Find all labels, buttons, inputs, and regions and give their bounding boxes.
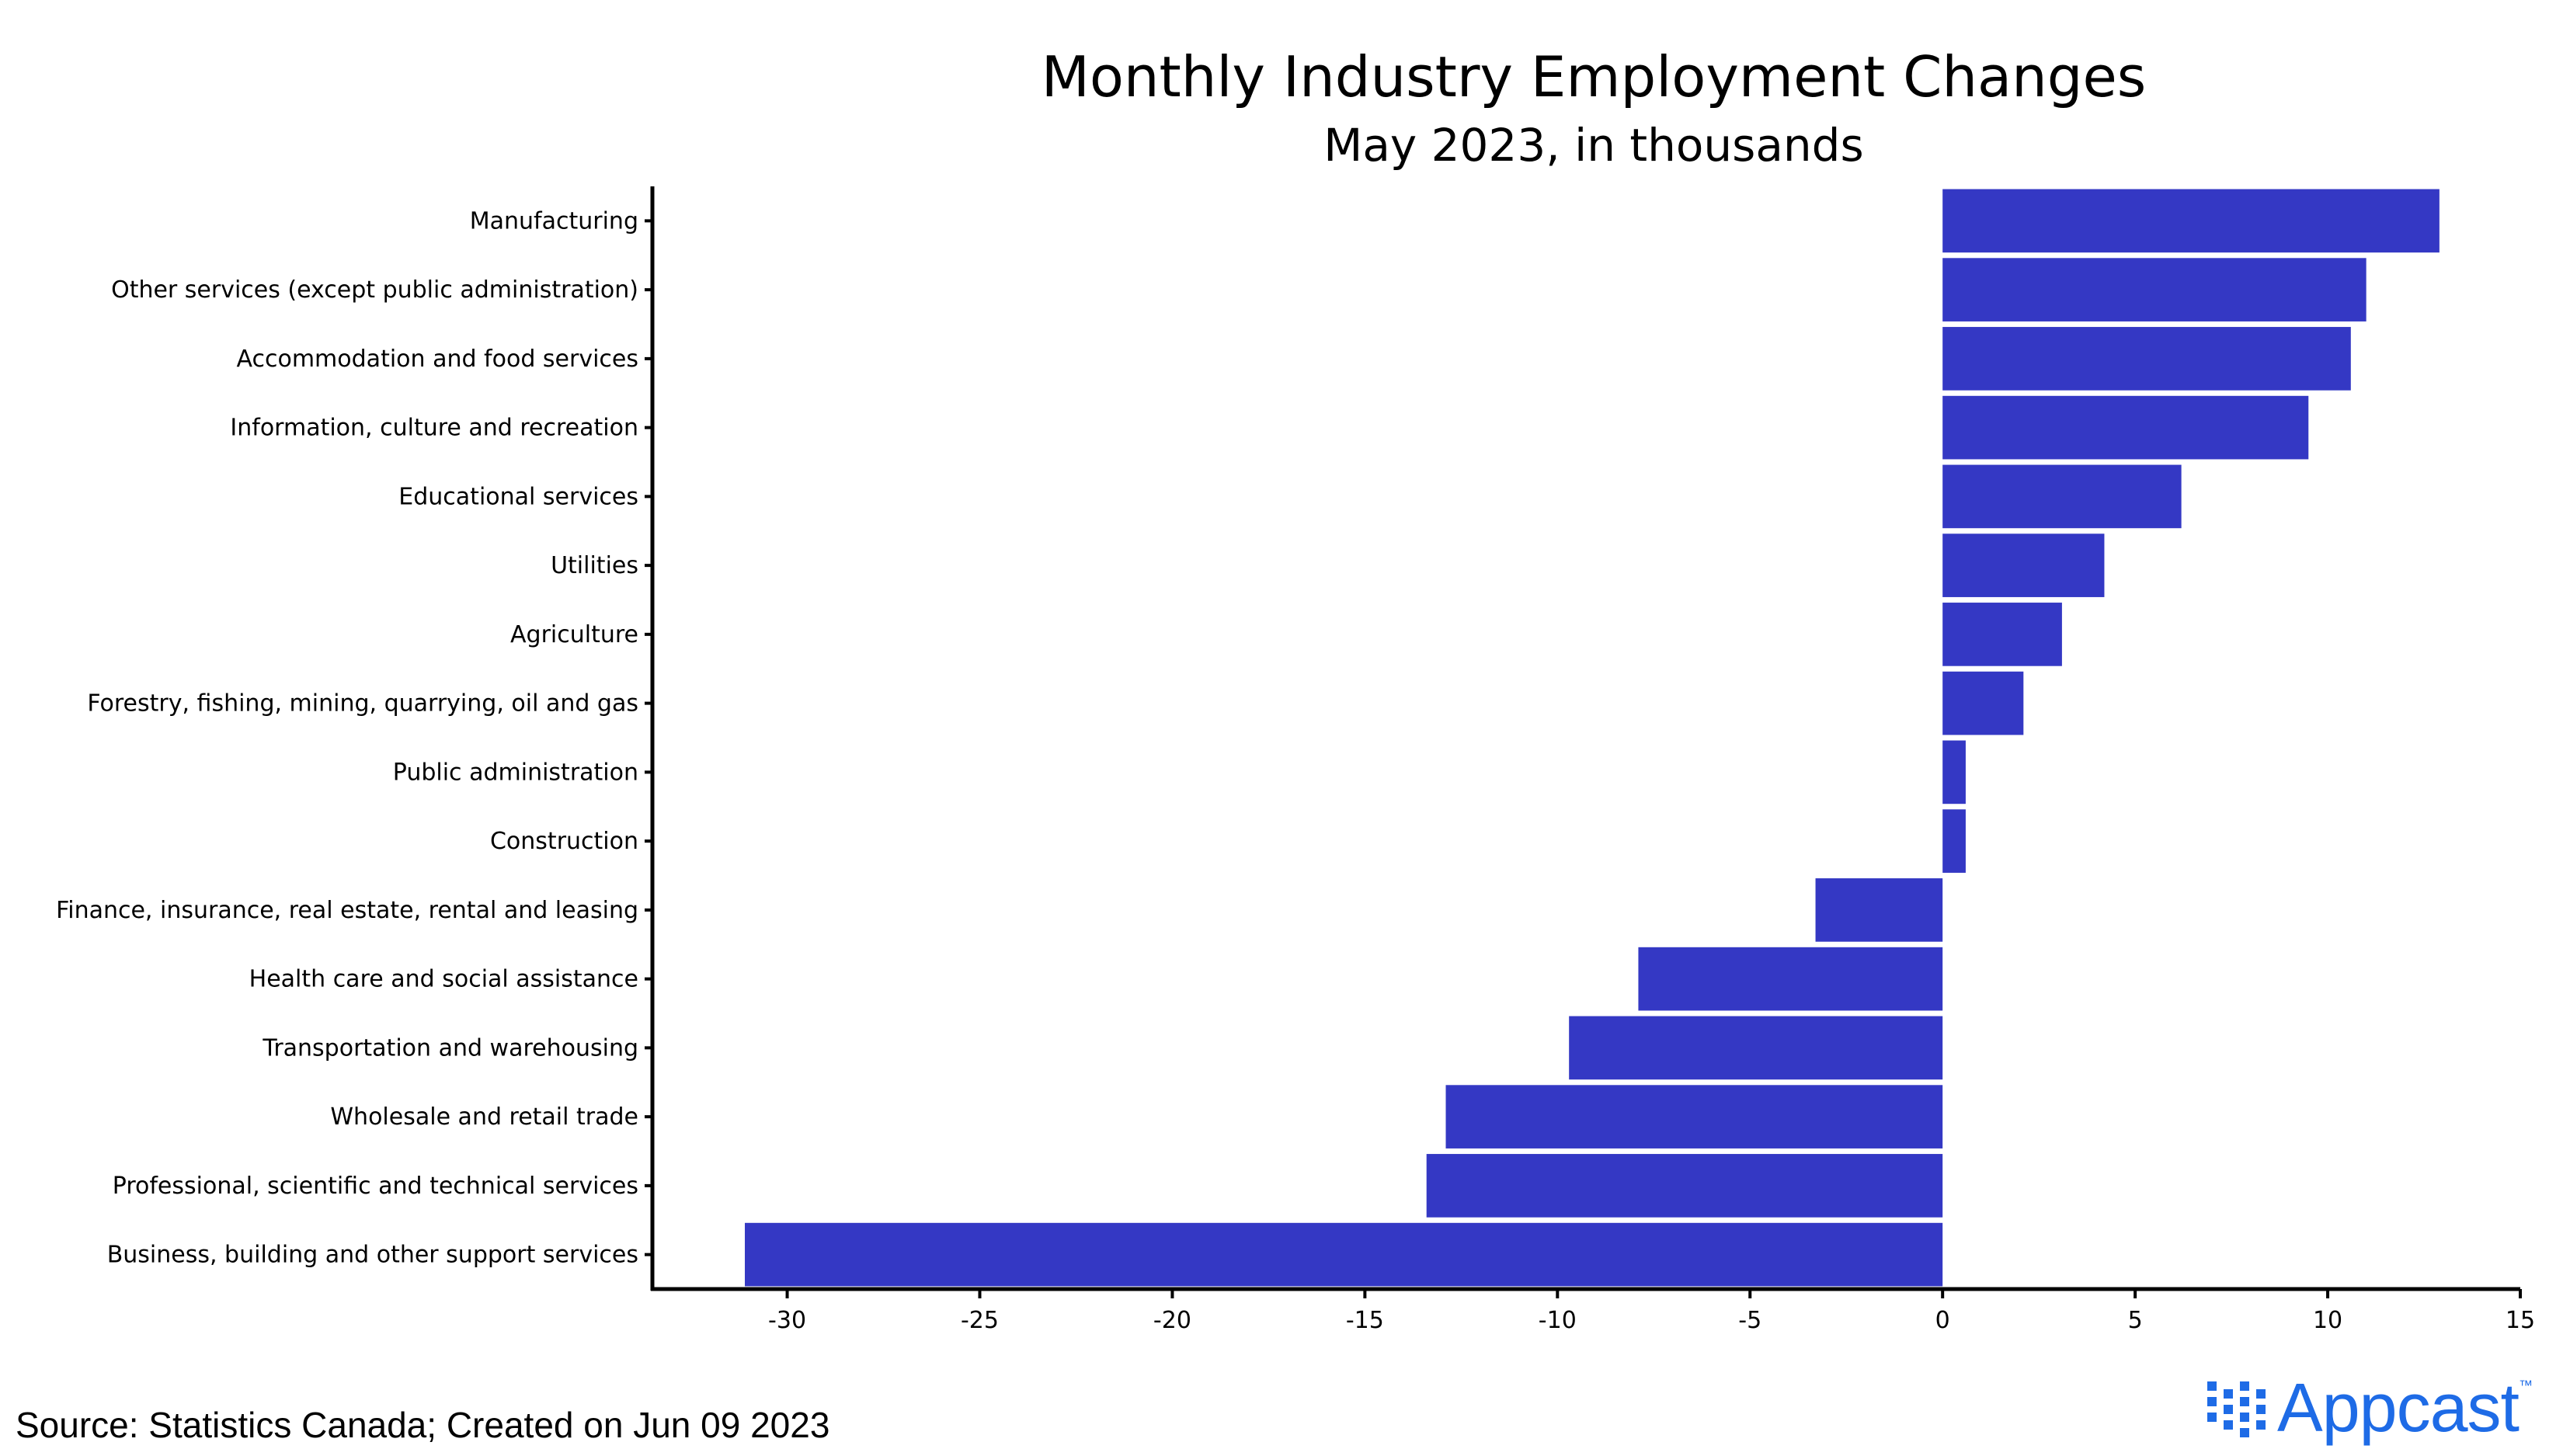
category-label-4: Educational services [398,483,638,510]
category-label-13: Wholesale and retail trade [330,1103,638,1131]
category-label-7: Forestry, fishing, mining, quarrying, oi… [87,690,638,718]
x-tick-label-0: -30 [768,1307,806,1334]
category-label-1: Other services (except public administra… [111,276,638,304]
bar-6 [1942,603,2062,666]
bar-15 [745,1222,1943,1287]
appcast-logo-icon [2207,1381,2266,1437]
category-label-10: Finance, insurance, real estate, rental … [56,897,638,924]
x-tick-label-5: -5 [1738,1307,1761,1334]
appcast-logo: Appcast ™ [2207,1369,2533,1446]
bar-1 [1942,258,2367,321]
category-label-12: Transportation and warehousing [262,1034,638,1062]
appcast-logo-text: Appcast [2277,1369,2520,1446]
x-tick-label-6: 0 [1935,1307,1950,1334]
x-tick-label-7: 5 [2128,1307,2143,1334]
bar-13 [1445,1085,1943,1148]
bar-5 [1942,533,2105,597]
category-label-2: Accommodation and food services [237,346,639,373]
source-note: Source: Statistics Canada; Created on Ju… [16,1405,830,1445]
x-tick-label-1: -25 [961,1307,999,1334]
category-label-3: Information, culture and recreation [230,415,638,442]
bar-9 [1942,809,1966,873]
appcast-logo-tm: ™ [2518,1378,2533,1393]
bar-14 [1426,1154,1943,1218]
category-labels: Manufacturing Other services (except publ… [56,207,652,1269]
x-tick-label-4: -10 [1539,1307,1577,1334]
category-label-9: Construction [490,828,638,855]
bar-11 [1638,947,1943,1011]
category-label-5: Utilities [551,552,638,579]
category-label-11: Health care and social assistance [249,966,638,993]
bars-group [745,189,2440,1287]
category-label-15: Business, building and other support ser… [107,1242,638,1269]
bar-12 [1569,1016,1943,1080]
x-axis-ticks: -30 -25 -20 -15 -10 -5 0 5 10 15 [768,1289,2535,1334]
bar-3 [1942,395,2309,460]
category-label-0: Manufacturing [470,207,638,235]
category-label-14: Professional, scientific and technical s… [113,1173,638,1200]
category-label-6: Agriculture [510,621,638,648]
chart-title: Monthly Industry Employment Changes [1042,44,2147,109]
bar-0 [1942,189,2440,253]
x-tick-label-3: -15 [1346,1307,1384,1334]
category-label-8: Public administration [393,759,638,786]
x-tick-label-2: -20 [1153,1307,1191,1334]
bar-4 [1942,464,2182,529]
bar-7 [1942,671,2024,735]
chart-subtitle: May 2023, in thousands [1323,119,1863,172]
bar-10 [1815,878,1943,942]
x-tick-label-9: 15 [2506,1307,2535,1334]
bar-8 [1942,740,1966,804]
x-tick-label-8: 10 [2313,1307,2342,1334]
bar-2 [1942,327,2351,391]
